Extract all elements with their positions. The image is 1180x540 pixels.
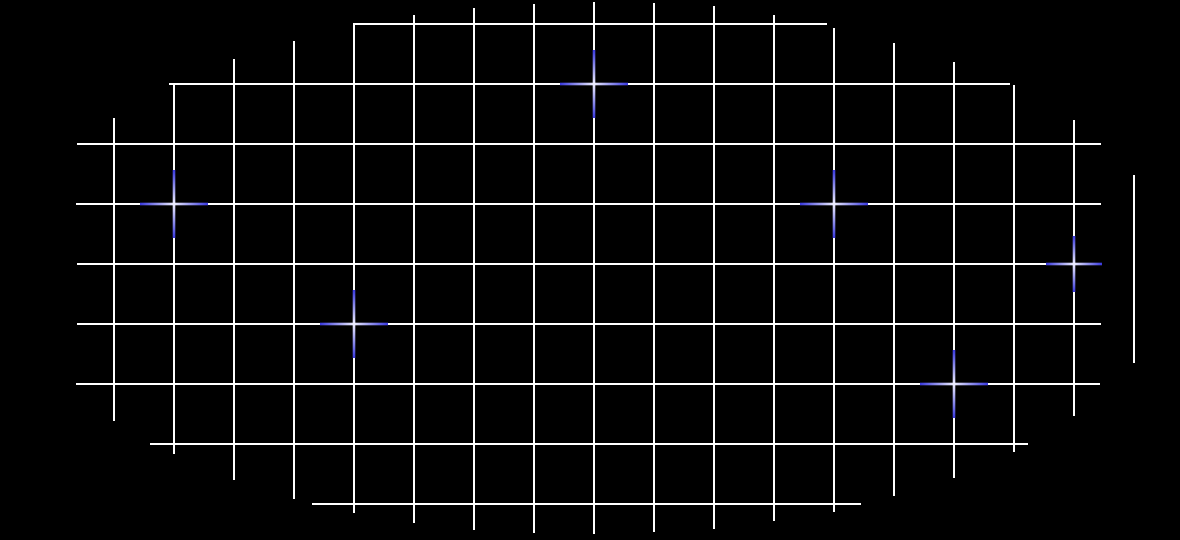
blue-cross-marker [1046, 236, 1102, 292]
blue-cross-marker [140, 170, 208, 238]
cross-vertical-arm [172, 170, 176, 238]
cross-vertical-arm [832, 170, 836, 238]
cross-vertical-arm [1072, 236, 1076, 292]
cross-vertical-arm [952, 350, 956, 418]
cross-vertical-arm [352, 290, 356, 358]
cross-vertical-arm [592, 50, 596, 118]
blue-cross-marker [320, 290, 388, 358]
blue-cross-marker [800, 170, 868, 238]
blue-cross-marker [560, 50, 628, 118]
blue-cross-marker [920, 350, 988, 418]
